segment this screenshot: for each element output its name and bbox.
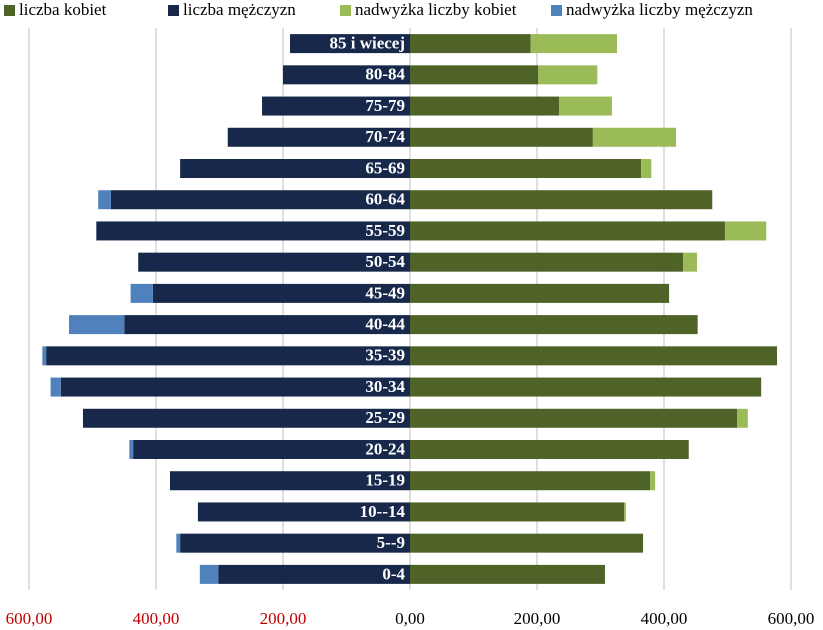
category-label: 45-49 xyxy=(365,283,405,302)
x-tick-label: 200,00 xyxy=(514,609,561,628)
category-label: 15-19 xyxy=(365,471,405,490)
category-label: 85 i wiecej xyxy=(329,34,405,53)
bar xyxy=(559,96,612,116)
bar xyxy=(683,252,698,272)
x-tick-label: 400,00 xyxy=(133,609,180,628)
category-label: 55-59 xyxy=(365,221,405,240)
category-label: 40-44 xyxy=(365,315,405,334)
legend-swatch xyxy=(340,5,351,16)
x-tick-label: 0,00 xyxy=(395,609,425,628)
bar xyxy=(623,502,626,522)
bar xyxy=(410,471,651,491)
bar xyxy=(152,283,410,303)
category-label: 30-34 xyxy=(365,377,405,396)
x-tick-label: 200,00 xyxy=(260,609,307,628)
bar xyxy=(289,34,410,54)
bar xyxy=(538,65,598,85)
category-label: 80-84 xyxy=(365,65,405,84)
bar xyxy=(218,564,410,584)
category-label: 60-64 xyxy=(365,190,405,209)
legend-swatch xyxy=(4,5,15,16)
category-label: 65-69 xyxy=(365,158,405,177)
bar xyxy=(46,346,411,366)
bar xyxy=(176,533,181,553)
bar xyxy=(410,440,689,459)
bar xyxy=(410,190,713,210)
legend-label: nadwyżka liczby mężczyzn xyxy=(566,0,753,19)
bar xyxy=(50,377,61,397)
category-label: 25-29 xyxy=(365,408,405,427)
bar xyxy=(410,502,624,522)
bar xyxy=(197,502,410,522)
bar xyxy=(262,96,410,116)
category-label: 50-54 xyxy=(365,252,405,271)
x-tick-label: 600,00 xyxy=(6,609,53,628)
bar xyxy=(130,283,153,303)
bar xyxy=(737,408,748,428)
bar xyxy=(410,252,684,272)
bar xyxy=(410,127,593,147)
category-label: 5--9 xyxy=(377,533,405,552)
bar xyxy=(110,190,410,210)
bar xyxy=(199,564,219,584)
category-label: 70-74 xyxy=(365,127,405,146)
bar xyxy=(124,315,410,335)
bar xyxy=(133,440,410,459)
bar xyxy=(410,221,725,241)
bar xyxy=(69,315,125,335)
category-label: 0-4 xyxy=(382,564,405,583)
bar xyxy=(410,377,762,397)
bar xyxy=(42,346,47,366)
category-label: 35-39 xyxy=(365,346,405,365)
bar xyxy=(641,159,652,178)
bar xyxy=(138,252,410,272)
x-tick-label: 600,00 xyxy=(768,609,815,628)
bar xyxy=(98,190,111,210)
bar xyxy=(410,408,738,428)
bar xyxy=(410,65,539,85)
x-tick-label: 400,00 xyxy=(641,609,688,628)
bar xyxy=(410,564,605,584)
bar xyxy=(650,471,656,491)
bar xyxy=(129,440,134,459)
category-label: 10--14 xyxy=(360,502,406,521)
legend-label: nadwyżka liczby kobiet xyxy=(355,0,517,19)
bar xyxy=(530,34,618,54)
legend-label: liczba kobiet xyxy=(19,0,107,19)
legend-label: liczba mężczyzn xyxy=(183,0,296,19)
bar xyxy=(410,96,560,116)
bar xyxy=(410,34,531,54)
bar xyxy=(410,346,778,366)
bar xyxy=(96,221,410,241)
bar xyxy=(410,159,642,178)
bar xyxy=(169,471,410,491)
bar xyxy=(82,408,410,428)
bar xyxy=(283,65,410,85)
bar xyxy=(410,533,644,553)
legend-swatch xyxy=(168,5,179,16)
bar xyxy=(180,159,410,178)
bar xyxy=(724,221,767,241)
bar xyxy=(60,377,410,397)
bar xyxy=(410,315,698,335)
bar xyxy=(180,533,410,553)
legend-swatch xyxy=(551,5,562,16)
category-label: 75-79 xyxy=(365,96,405,115)
bar xyxy=(227,127,410,147)
bar xyxy=(592,127,677,147)
category-label: 20-24 xyxy=(365,439,405,458)
bar xyxy=(410,283,670,303)
